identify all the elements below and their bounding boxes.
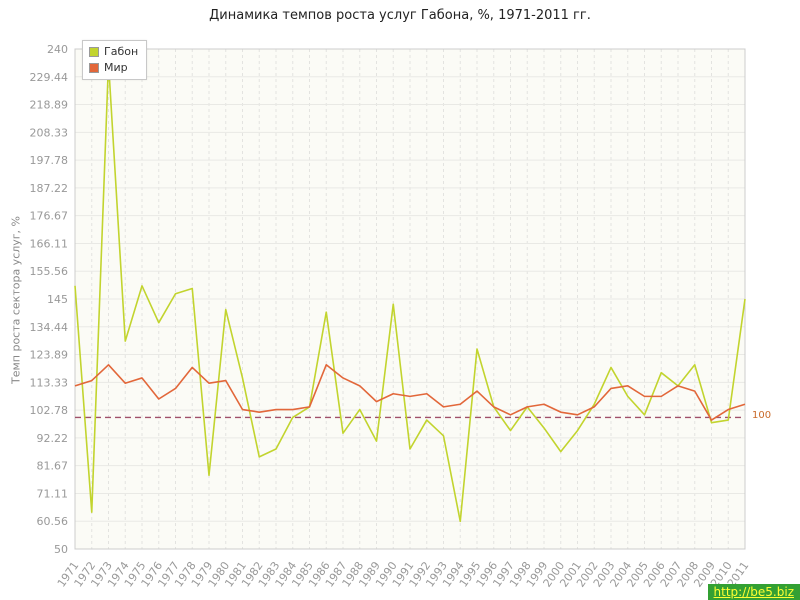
y-tick-label: 113.33 [30,376,69,389]
y-tick-label: 155.56 [30,265,69,278]
legend-swatch-world [89,63,99,73]
legend-item-gabon: Габон [89,44,138,60]
y-tick-label: 208.33 [30,126,69,139]
series-line-gabon [74,61,746,523]
y-tick-label: 187.22 [30,182,69,195]
y-tick-label: 71.11 [37,487,69,500]
y-tick-label: 123.89 [30,349,69,362]
y-tick-label: 145 [47,293,68,306]
y-tick-label: 50 [54,543,68,556]
y-tick-label: 240 [47,43,68,56]
y-tick-label: 60.56 [37,515,69,528]
legend-label-world: Мир [104,61,128,74]
series-line-world [74,363,746,421]
chart-title: Динамика темпов роста услуг Габона, %, 1… [209,8,591,23]
y-tick-label: 92.22 [37,432,69,445]
y-tick-label: 102.78 [30,404,69,417]
y-tick-label: 197.78 [30,154,69,167]
legend-label-gabon: Габон [104,45,139,58]
y-tick-label: 81.67 [37,460,69,473]
y-tick-label: 176.67 [30,210,69,223]
reference-line-label: 100 [752,410,772,422]
legend: Габон Мир [82,40,148,80]
legend-swatch-gabon [89,47,99,57]
y-tick-label: 166.11 [30,237,69,250]
y-tick-label: 218.89 [30,99,69,112]
y-tick-label: 134.44 [30,321,69,334]
legend-item-world: Мир [89,60,138,76]
y-tick-label: 229.44 [30,71,69,84]
watermark-link[interactable]: http://be5.biz [707,584,800,600]
